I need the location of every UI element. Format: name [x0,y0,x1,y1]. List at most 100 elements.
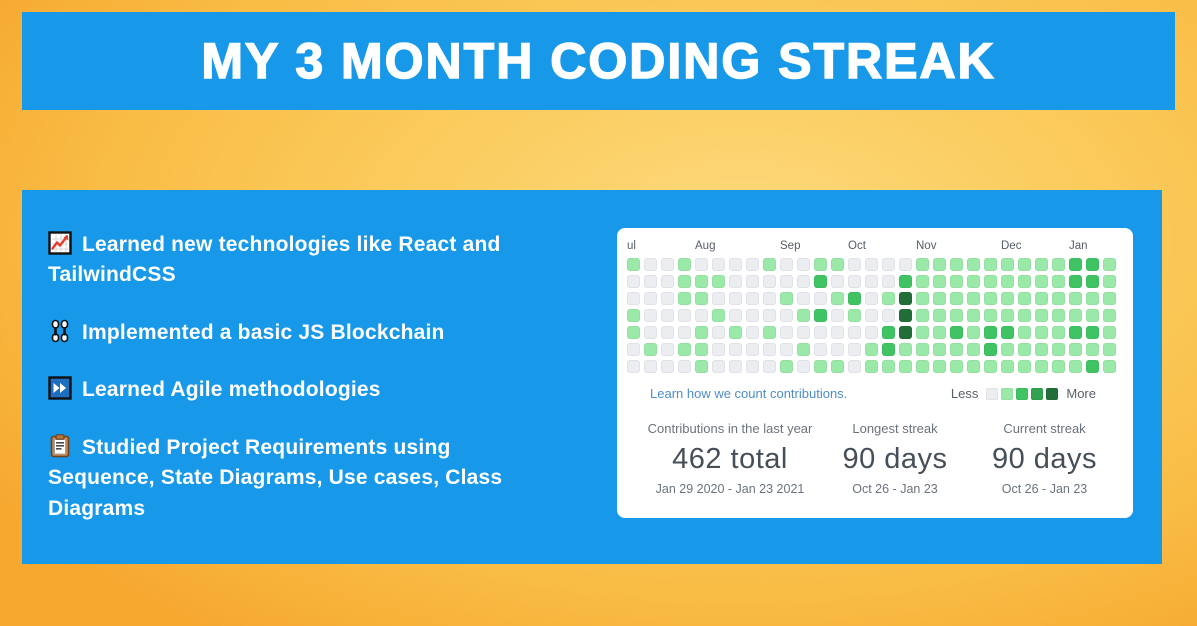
contribution-cell [950,360,963,373]
contribution-cell [695,360,708,373]
contribution-cell [814,360,827,373]
contribution-cell [763,326,776,339]
bullet-text: Learned Agile methodologies [82,378,381,402]
contribution-cell [916,258,929,271]
contribution-cell [831,292,844,305]
contribution-cell [780,275,793,288]
contribution-cell [899,275,912,288]
contribution-cell [1018,309,1031,322]
contribution-cell [1052,343,1065,356]
contribution-cell [644,309,657,322]
contribution-cell [933,360,946,373]
contribution-cell [1035,292,1048,305]
contribution-cell [933,258,946,271]
contribution-card: ul Aug Sep Oct Nov Dec Jan Learn how we count … [617,228,1133,518]
contribution-cell [848,360,861,373]
contribution-cell [882,292,895,305]
contribution-cell [1001,275,1014,288]
contribution-cell [865,275,878,288]
contribution-cell [814,343,827,356]
contribution-cell [746,258,759,271]
bullet-list: Learned new technologies like React and … [48,230,528,551]
contribution-cell [729,326,742,339]
contribution-cell [967,258,980,271]
contribution-grid-row [627,309,1116,322]
bullet-text: Studied Project Requirements using Seque… [48,435,503,520]
contribution-cell [763,343,776,356]
contribution-cell [797,326,810,339]
contribution-cell [865,258,878,271]
contribution-cell [763,258,776,271]
contribution-cell [899,292,912,305]
fast-forward-icon [48,376,72,401]
contribution-cell [661,360,674,373]
legend-swatch [1031,387,1044,400]
contribution-cell [848,275,861,288]
contribution-cell [1035,258,1048,271]
contribution-cell [797,343,810,356]
stat-value: 90 days [842,443,948,475]
contribution-cell [967,343,980,356]
contribution-cell [695,292,708,305]
contribution-cell [916,326,929,339]
title-banner: MY 3 MONTH CODING STREAK [22,12,1175,110]
stat-label: Longest streak [852,421,938,436]
contribution-cell [712,360,725,373]
contribution-cell [1001,326,1014,339]
contribution-cell [678,309,691,322]
contribution-cell [644,326,657,339]
contribution-cell [644,292,657,305]
contribution-cell [1001,343,1014,356]
contribution-cell [627,258,640,271]
legend-more-label: More [1066,386,1096,401]
contribution-cell [916,360,929,373]
contribution-cell [882,258,895,271]
contribution-cell [882,309,895,322]
contribution-cell [1086,360,1099,373]
contribution-cell [746,309,759,322]
contribution-cell [678,292,691,305]
contribution-cell [780,258,793,271]
contribution-cell [1052,326,1065,339]
contribution-cell [644,343,657,356]
legend-less-label: Less [950,386,979,401]
contribution-cell [967,360,980,373]
contribution-cell [814,292,827,305]
contribution-cell [729,258,742,271]
month-label: Nov [916,240,937,252]
contribution-cell [780,309,793,322]
contribution-cell [1103,360,1116,373]
contribution-cell [678,360,691,373]
contribution-cell [729,360,742,373]
contribution-cell [763,292,776,305]
learn-contributions-link[interactable]: Learn how we count contributions. [650,386,848,401]
contribution-cell [933,309,946,322]
legend-swatch [986,387,999,400]
contribution-cell [916,292,929,305]
month-label: Sep [780,240,801,252]
contribution-cell [712,275,725,288]
contribution-grid-row [627,292,1116,305]
contribution-cell [1069,360,1082,373]
contribution-cell [746,326,759,339]
bullet-item-requirements: Studied Project Requirements using Seque… [48,433,528,524]
contribution-cell [712,292,725,305]
clipboard-icon [48,433,72,458]
contribution-cell [1018,343,1031,356]
contribution-cell [678,258,691,271]
contribution-cell [1018,326,1031,339]
contribution-grid-row [627,360,1116,373]
contribution-cell [780,292,793,305]
month-label: Jan [1069,240,1088,252]
contribution-cell [865,292,878,305]
contribution-cell [814,309,827,322]
contribution-cell [627,343,640,356]
contribution-cell [831,326,844,339]
contribution-cell [848,326,861,339]
contribution-grid-row [627,258,1116,271]
contribution-cell [984,360,997,373]
contribution-cell [695,309,708,322]
content-panel: Learned new technologies like React and … [22,190,1162,564]
contribution-cell [814,258,827,271]
